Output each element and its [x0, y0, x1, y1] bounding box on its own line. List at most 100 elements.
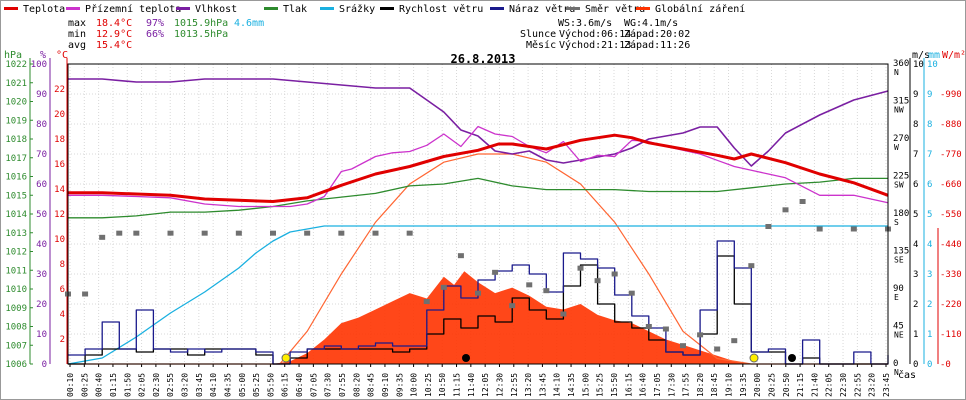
x-tick-label: 22:05 [825, 373, 834, 397]
stats-min-label: min [68, 29, 86, 40]
weather-chart-svg: Teplota Přízemní teplota Vlhkost Tlak Srážky… [0, 0, 966, 400]
wind-dir-point [458, 253, 464, 258]
dir-tick-label: SE [894, 256, 904, 265]
wind-dir-point [560, 312, 566, 317]
wm-tick-label: -550 [940, 210, 962, 220]
mm-tick-label: 7 [927, 150, 932, 160]
mm-tick-label: 5 [927, 210, 932, 220]
moon-rise: Východ:21:13 [559, 39, 631, 51]
wind-dir-point [82, 292, 88, 297]
wind-dir-point [133, 231, 139, 236]
x-tick-label: 03:20 [181, 373, 190, 397]
x-tick-label: 12:05 [481, 373, 490, 397]
hpa-tick-label: 1006 [5, 360, 27, 370]
x-tick-label: 00:25 [80, 373, 89, 397]
wind-dir-point [509, 303, 515, 308]
pct-tick-label: 20 [36, 300, 47, 310]
mm-tick-label: 9 [927, 90, 932, 100]
dir-tick-label: SW [894, 181, 904, 190]
ms-tick-label: 6 [913, 180, 918, 190]
temp-tick-label: 8 [60, 260, 65, 270]
hpa-tick-label: 1016 [5, 173, 27, 183]
wm-tick-label: -220 [940, 300, 962, 310]
x-tick-label: 16:15 [624, 373, 633, 397]
x-tick-label: 14:10 [553, 373, 562, 397]
legend-label: Náraz větru [509, 3, 575, 15]
x-tick-label: 12:30 [495, 373, 504, 397]
hpa-tick-label: 1014 [5, 210, 27, 220]
x-tick-label: 04:35 [223, 373, 232, 397]
hpa-tick-label: 1020 [5, 98, 27, 108]
wind-dir-point [595, 278, 601, 283]
ms-tick-label: 7 [913, 150, 918, 160]
pct-tick-label: 50 [36, 210, 47, 220]
stats-max-temp: 18.4°C [96, 18, 132, 29]
wm-unit: W/m² [942, 50, 966, 61]
hpa-tick-label: 1022 [5, 60, 27, 70]
dir-tick-label: N [894, 68, 899, 77]
wind-dir-point [424, 299, 430, 304]
x-tick-label: 22:55 [853, 373, 862, 397]
moon-label: Měsíc [526, 39, 556, 51]
dir-tick-label: NE [894, 331, 904, 340]
wind-dir-point [99, 235, 105, 240]
weather-chart: Teplota Přízemní teplota Vlhkost Tlak Srážky… [0, 0, 966, 400]
temp-tick-label: 4 [60, 310, 65, 320]
x-tick-label: 14:35 [567, 373, 576, 397]
wind-dir-point [407, 231, 413, 236]
hpa-tick-label: 1011 [5, 266, 27, 276]
ms-tick-label: 2 [913, 300, 918, 310]
x-tick-label: 00:40 [95, 373, 104, 397]
mm-tick-label: 3 [927, 270, 932, 280]
hpa-tick-label: 1009 [5, 304, 27, 314]
temp-tick-label: 2 [60, 335, 65, 345]
ws-value: WS:3.6m/s [558, 18, 612, 29]
x-tick-label: 22:30 [839, 373, 848, 397]
wind-dir-point [578, 266, 584, 271]
mm-tick-label: 10 [927, 60, 938, 70]
stats-max-press: 1015.9hPa [174, 18, 228, 29]
mm-tick-label: 0 [927, 360, 932, 370]
hpa-tick-label: 1007 [5, 341, 27, 351]
wind-dir-point [765, 224, 771, 229]
x-tick-label: 05:25 [252, 373, 261, 397]
dir-tick-label: S [894, 218, 899, 227]
wm-tick-label: -0 [940, 360, 951, 370]
x-tick-label: 20:00 [753, 373, 762, 397]
wind-dir-point [646, 324, 652, 329]
temp-tick-label: 22 [54, 85, 65, 95]
pct-tick-label: 40 [36, 240, 47, 250]
ms-tick-label: 3 [913, 270, 918, 280]
moonset-marker-icon [462, 354, 470, 362]
ms-tick-label: 4 [913, 240, 918, 250]
legend-swatch [264, 7, 278, 10]
x-tick-label: 02:55 [166, 373, 175, 397]
hpa-tick-label: 1015 [5, 191, 27, 201]
stats-max-label: max [68, 18, 86, 29]
wind-dir-point [475, 291, 481, 296]
wind-dir-point [663, 327, 669, 332]
hpa-tick-label: 1012 [5, 248, 27, 258]
wind-dir-point [236, 231, 242, 236]
mm-tick-label: 6 [927, 180, 932, 190]
legend-swatch [320, 7, 334, 10]
x-tick-label: 10:00 [410, 373, 419, 397]
dir-tick-label: E [894, 293, 899, 302]
wind-dir-point [714, 347, 720, 352]
x-tick-label: 04:10 [209, 373, 218, 397]
wind-dir-point [338, 231, 344, 236]
wind-dir-point [612, 272, 618, 277]
x-tick-label: 02:30 [152, 373, 161, 397]
wind-dir-point [270, 231, 276, 236]
legend-swatch [566, 7, 580, 10]
legend-label: Tlak [283, 4, 307, 15]
wind-dir-point [748, 263, 754, 268]
ms-tick-label: 1 [913, 330, 918, 340]
pct-tick-label: 60 [36, 180, 47, 190]
x-tick-label: 00:10 [66, 373, 75, 397]
ms-tick-label: 0 [913, 360, 918, 370]
wind-dir-point [817, 227, 823, 232]
mm-tick-label: 2 [927, 300, 932, 310]
legend-swatch [490, 7, 504, 10]
wind-dir-point [304, 231, 310, 236]
